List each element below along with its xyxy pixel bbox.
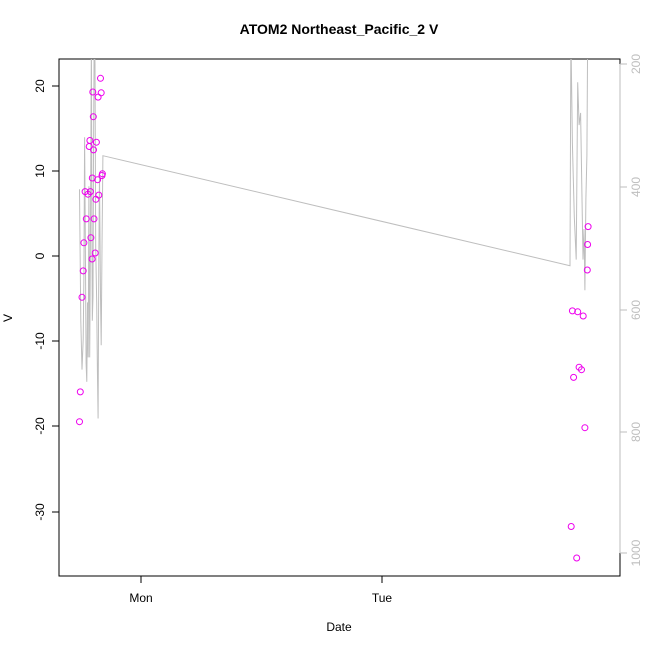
scatter-point bbox=[76, 418, 83, 426]
y-tick-label: 0 bbox=[33, 252, 47, 259]
y-right-tick-label: 200 bbox=[629, 54, 643, 74]
scatter-point bbox=[90, 146, 97, 154]
y-axis-label: V bbox=[1, 314, 15, 322]
y-right-tick-600: 600 bbox=[620, 300, 643, 320]
scatter-point bbox=[90, 215, 98, 223]
y-right-tick-1000: 1000 bbox=[620, 539, 643, 566]
y-tick-label: -20 bbox=[33, 417, 47, 435]
y-tick-label: -30 bbox=[33, 503, 47, 521]
scatter-point bbox=[578, 366, 585, 374]
y-right-tick-label: 800 bbox=[629, 422, 643, 442]
scatter-point bbox=[78, 293, 86, 301]
scatter-point bbox=[570, 373, 578, 381]
scatter-point bbox=[92, 138, 100, 146]
y-tick-20: 20 bbox=[33, 79, 59, 93]
scatter-point bbox=[567, 523, 575, 530]
y-tick-minus30: -30 bbox=[33, 503, 59, 521]
scatter-point bbox=[82, 215, 90, 223]
scatter-point bbox=[584, 223, 592, 231]
x-axis-label: Date bbox=[326, 620, 352, 634]
y-axis-right: 200 400 600 800 1000 bbox=[619, 54, 643, 566]
x-tick-label: Tue bbox=[372, 591, 393, 605]
y-tick-0: 0 bbox=[33, 252, 59, 259]
x-tick-tue: Tue bbox=[372, 576, 393, 605]
depth-series-line bbox=[79, 59, 589, 419]
scatter-point bbox=[94, 93, 102, 101]
scatter-point bbox=[98, 170, 106, 178]
y-tick-10: 10 bbox=[33, 164, 59, 178]
y-right-tick-label: 600 bbox=[629, 300, 643, 320]
scatter-point bbox=[80, 239, 88, 247]
y-right-tick-label: 1000 bbox=[629, 539, 643, 566]
scatter-point bbox=[574, 308, 582, 316]
y-tick-minus10: -10 bbox=[33, 332, 59, 350]
x-axis: Mon Tue bbox=[129, 575, 393, 605]
scatter-point bbox=[97, 74, 104, 82]
scatter-point bbox=[86, 188, 94, 196]
scatter-point bbox=[579, 312, 587, 320]
x-tick-label: Mon bbox=[129, 591, 152, 605]
scatter-point bbox=[573, 554, 581, 562]
y-right-tick-label: 400 bbox=[629, 177, 643, 197]
y-right-tick-200: 200 bbox=[620, 54, 643, 74]
scatter-point bbox=[581, 424, 589, 432]
depth-line-layer bbox=[79, 59, 589, 419]
scatter-point bbox=[87, 234, 95, 242]
plot-area bbox=[58, 58, 621, 577]
scatter-point bbox=[568, 307, 576, 315]
y-right-tick-800: 800 bbox=[620, 422, 643, 442]
x-tick-mon: Mon bbox=[129, 576, 153, 605]
scatter-point bbox=[583, 266, 591, 274]
points-layer bbox=[76, 74, 592, 562]
y-tick-label: 20 bbox=[33, 79, 47, 93]
scatter-point bbox=[88, 255, 96, 263]
scatter-point bbox=[79, 267, 87, 275]
scatter-point bbox=[584, 241, 592, 248]
y-tick-minus20: -20 bbox=[33, 417, 59, 435]
chart-title: ATOM2 Northeast_Pacific_2 V bbox=[240, 21, 439, 37]
scatter-point bbox=[76, 388, 84, 396]
y-tick-label: 10 bbox=[33, 164, 47, 178]
scatter-point bbox=[86, 137, 94, 144]
scatter-point bbox=[89, 88, 97, 96]
y-tick-label: -10 bbox=[33, 332, 47, 350]
y-axis-left: 20 10 0 -10 -20 -30 bbox=[33, 79, 60, 521]
y-right-tick-400: 400 bbox=[620, 177, 643, 197]
scatter-point bbox=[95, 191, 103, 199]
scatter-point bbox=[91, 249, 99, 257]
plot-frame bbox=[58, 58, 621, 577]
scatter-point bbox=[89, 113, 97, 121]
scatter-point bbox=[97, 89, 105, 97]
scatter-point bbox=[94, 176, 102, 184]
